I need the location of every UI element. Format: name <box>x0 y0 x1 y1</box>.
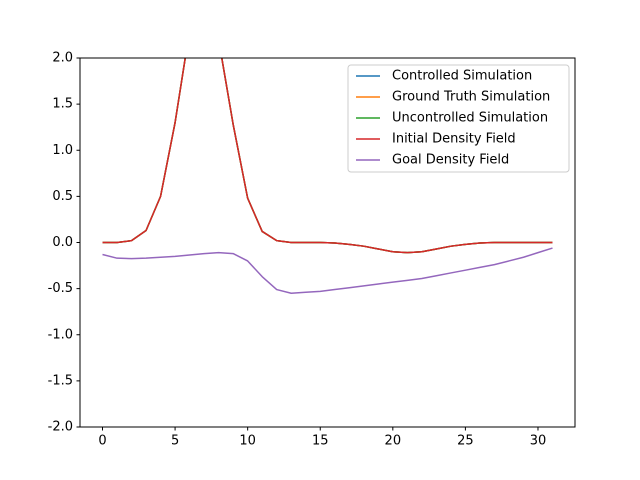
legend-label: Controlled Simulation <box>392 69 532 84</box>
legend-box <box>347 64 570 173</box>
y-tick-label: 1.5 <box>52 97 73 112</box>
legend-label: Goal Density Field <box>392 153 509 168</box>
x-tick-label: 25 <box>457 434 474 449</box>
x-tick-label: 0 <box>98 434 106 449</box>
legend-label: Ground Truth Simulation <box>392 90 550 105</box>
x-tick-label: 10 <box>239 434 256 449</box>
legend-label: Uncontrolled Simulation <box>392 111 548 126</box>
x-tick-label: 15 <box>312 434 329 449</box>
series-line <box>102 58 553 254</box>
x-tick-label: 5 <box>171 434 179 449</box>
y-tick-label: 1.0 <box>52 143 73 158</box>
y-tick-label: -2.0 <box>48 420 73 435</box>
y-tick-label: 0.5 <box>52 189 73 204</box>
x-tick-label: 30 <box>530 434 547 449</box>
y-tick-label: -1.5 <box>48 373 73 388</box>
y-tick-label: 2.0 <box>52 51 73 66</box>
x-tick-label: 20 <box>385 434 402 449</box>
series-line <box>102 247 553 294</box>
y-tick-label: -0.5 <box>48 281 73 296</box>
plot-area <box>102 58 553 294</box>
legend-label: Initial Density Field <box>392 132 516 147</box>
y-tick-label: -1.0 <box>48 327 73 342</box>
y-tick-label: 0.0 <box>52 235 73 250</box>
